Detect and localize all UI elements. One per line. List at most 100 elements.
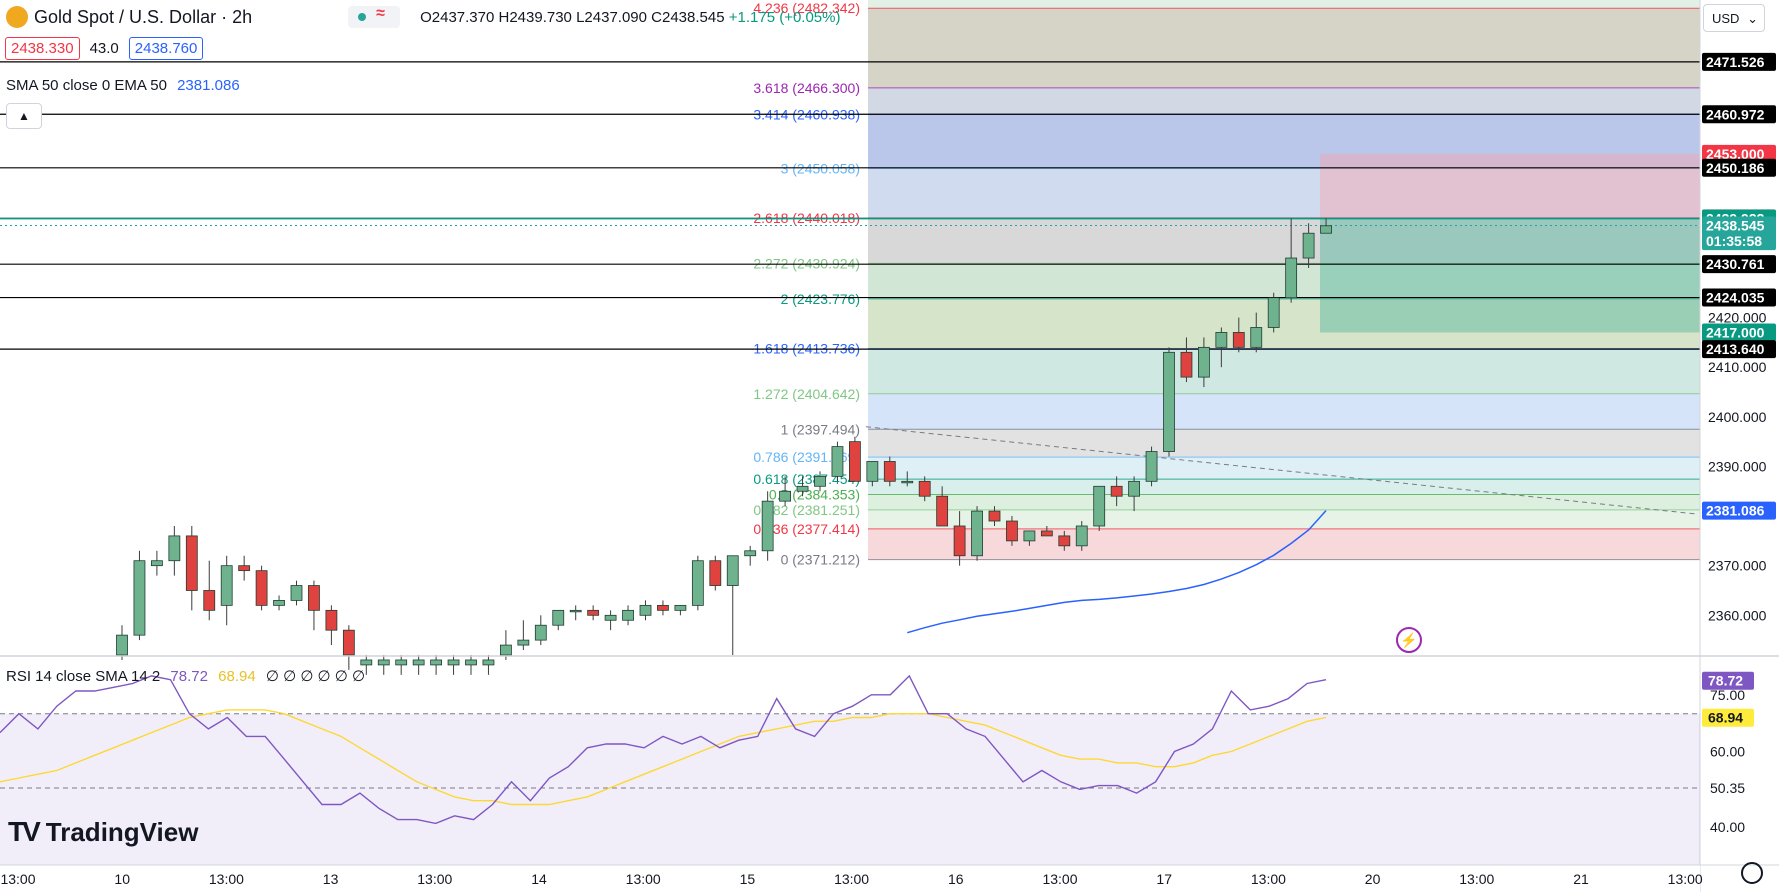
rsi-legend-value: 78.72 <box>170 668 208 685</box>
fib-band <box>868 393 1700 430</box>
settings-gear-icon[interactable] <box>1741 862 1763 884</box>
candle-up <box>1128 476 1140 512</box>
fib-level-label: 3.618 (2466.300) <box>753 80 860 96</box>
candle-body <box>691 560 704 606</box>
candle-down <box>1180 337 1193 383</box>
fib-band <box>868 8 1700 88</box>
fib-level-label: 3 (2450.058) <box>781 160 860 176</box>
rsi-value-label: 78.72 <box>1708 673 1743 689</box>
candle-down <box>255 565 268 611</box>
ohlc-readout: O2437.370 H2439.730 L2437.090 C2438.545 … <box>420 9 840 26</box>
fib-level-label: 0.382 (2381.251) <box>753 502 860 518</box>
gold-coin-icon <box>6 6 28 28</box>
collapse-legend-button[interactable]: ▲ <box>6 103 42 129</box>
currency-select[interactable]: USD ⌄ <box>1703 4 1765 32</box>
candle-body <box>831 446 844 477</box>
candle-down <box>953 511 966 566</box>
price-label-text: 2460.972 <box>1706 106 1765 122</box>
chevron-down-icon: ⌄ <box>1747 11 1758 26</box>
candle-up <box>465 655 477 675</box>
price-tick-label: 2400.000 <box>1708 409 1767 425</box>
time-tick-label: 13:00 <box>834 871 869 887</box>
candle-body <box>936 495 949 527</box>
candle-up <box>534 615 547 646</box>
candle-up <box>569 605 582 621</box>
candle-body <box>1058 535 1071 547</box>
candle-up <box>273 595 285 611</box>
time-tick-label: 13:00 <box>0 871 35 887</box>
candle-body <box>1215 332 1228 348</box>
fib-band <box>868 494 1700 510</box>
candle-up <box>1285 218 1298 303</box>
rsi-line <box>0 674 1327 825</box>
market-status[interactable]: ≈ <box>348 5 401 28</box>
symbol-title[interactable]: Gold Spot / U.S. Dollar · 2h <box>34 6 253 27</box>
ask-button[interactable]: 2438.760 <box>128 37 204 60</box>
lightning-icon[interactable]: ⚡ <box>1396 627 1422 653</box>
time-tick-label: 15 <box>740 871 756 887</box>
candle-down <box>936 486 949 527</box>
candle-body <box>1320 225 1332 234</box>
time-tick-label: 20 <box>1365 871 1381 887</box>
candle-body <box>185 535 198 591</box>
time-tick-label: 13:00 <box>417 871 452 887</box>
rsi-legend[interactable]: RSI 14 close SMA 14 2 78.72 68.94 ∅ ∅ ∅ … <box>6 667 365 685</box>
fib-band <box>868 429 1700 458</box>
time-tick-label: 13:00 <box>1668 871 1703 887</box>
candle-body <box>587 609 600 616</box>
candle-body <box>1023 530 1036 542</box>
price-label-bg <box>1702 323 1776 342</box>
candle-body <box>796 485 809 492</box>
candle-body <box>883 461 896 482</box>
candle-down <box>709 555 722 591</box>
candle-body <box>220 565 233 606</box>
candle-body <box>325 609 338 631</box>
rsi-sma-line <box>0 709 1327 806</box>
rsi-tick-label: 60.00 <box>1710 744 1745 760</box>
candle-up <box>377 655 390 675</box>
candle-body <box>761 500 774 552</box>
price-tick-label: 2420.000 <box>1708 310 1767 326</box>
fib-band <box>868 0 1700 9</box>
candle-down <box>1040 525 1053 537</box>
candle-down <box>238 555 251 581</box>
fib-band <box>868 457 1700 480</box>
fib-level-label: 0.236 (2377.414) <box>753 521 860 537</box>
price-tick-label: 2390.000 <box>1708 458 1767 474</box>
candle-body <box>1040 530 1053 537</box>
candle-up <box>726 555 739 655</box>
candle-up <box>971 506 983 561</box>
price-label-text: 2413.640 <box>1706 341 1765 357</box>
candle-up <box>447 655 460 675</box>
price-label-text: 2450.186 <box>1706 160 1765 176</box>
candle-body <box>168 535 181 562</box>
candle-body <box>604 614 617 621</box>
sma-legend[interactable]: SMA 50 close 0 EMA 50 2381.086 <box>6 77 240 94</box>
candle-up <box>1250 312 1263 353</box>
candle-down <box>657 600 669 616</box>
candle-body <box>447 659 460 666</box>
price-label-text: 2381.086 <box>1706 503 1765 519</box>
candle-body <box>465 659 477 666</box>
candle-up <box>168 525 181 576</box>
price-label-bg <box>1702 158 1776 177</box>
candle-body <box>308 585 320 611</box>
candle-up <box>412 655 425 675</box>
candle-up <box>1215 327 1228 368</box>
candle-body <box>412 659 425 666</box>
stop-loss-zone <box>1320 153 1700 219</box>
price-tick-label: 2370.000 <box>1708 558 1767 574</box>
candle-body <box>971 510 983 557</box>
candle-up <box>290 580 303 606</box>
candle-up <box>1093 485 1106 531</box>
trendline <box>865 426 1698 515</box>
candle-body <box>1145 451 1158 482</box>
candle-down <box>185 525 198 611</box>
candle-body <box>517 639 530 646</box>
price-label-text: 2430.761 <box>1706 256 1765 272</box>
price-label-bg <box>1702 501 1776 520</box>
price-label-bg <box>1702 52 1776 71</box>
bid-button[interactable]: 2438.330 <box>5 37 80 60</box>
candle-body <box>639 604 652 616</box>
